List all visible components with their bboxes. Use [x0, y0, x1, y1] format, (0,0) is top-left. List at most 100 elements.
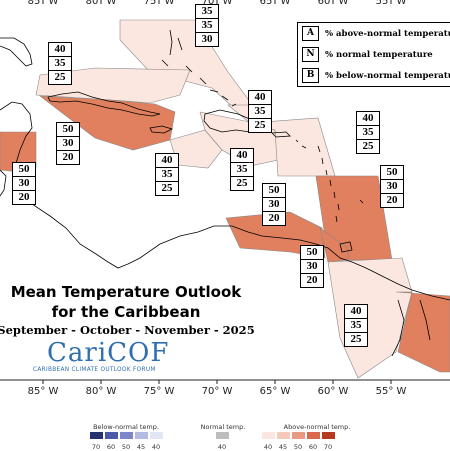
scale-tick-below-1: 60 — [106, 443, 116, 451]
legend-row-below: B % below-normal temperature — [298, 65, 450, 86]
lon-label-75w: 75° W — [143, 0, 175, 7]
scale-swatch-below-4 — [150, 432, 163, 439]
lon-label-80w: 80° W — [85, 0, 117, 7]
scale-tick-normal-0: 40 — [217, 443, 227, 451]
value-above: 40 — [231, 149, 253, 163]
value-above: 40 — [357, 112, 379, 126]
lon-label-65w-bottom: 65° W — [259, 386, 291, 397]
value-normal: 30 — [13, 177, 35, 191]
legend-row-normal: N % normal temperature — [298, 44, 450, 65]
value-normal: 35 — [249, 105, 271, 119]
scale-tick-below-0: 70 — [91, 443, 101, 451]
legend-key-a: A — [302, 26, 319, 41]
forecast-box-belize: 50 30 20 — [12, 162, 36, 205]
value-below: 25 — [254, 119, 266, 131]
map-title-line1: Mean Temperature Outlook — [10, 283, 242, 301]
scale-swatch-above-2 — [292, 432, 305, 439]
lon-label-75w-bottom: 75° W — [143, 386, 175, 397]
value-above: 35 — [196, 5, 218, 19]
forecast-box-bahamas-east: 35 35 30 — [195, 4, 219, 47]
scale-swatch-below-1 — [105, 432, 118, 439]
value-below: 20 — [386, 194, 398, 206]
lon-label-85w: 85° W — [27, 0, 59, 7]
value-above: 50 — [263, 184, 285, 198]
scale-swatch-above-0 — [262, 432, 275, 439]
value-below: 20 — [62, 151, 74, 163]
scale-tick-below-4: 40 — [151, 443, 161, 451]
value-below: 25 — [350, 333, 362, 345]
value-above: 50 — [13, 163, 35, 177]
value-normal: 35 — [49, 57, 71, 71]
lon-label-60w-bottom: 60° W — [317, 386, 349, 397]
scale-tick-below-2: 50 — [121, 443, 131, 451]
scale-swatch-above-4 — [322, 432, 335, 439]
caricof-logo-subtitle: CARIBBEAN CLIMATE OUTLOOK FORUM — [33, 367, 156, 373]
zone-trinidad — [319, 227, 349, 263]
lon-label-85w-bottom: 85° W — [27, 386, 59, 397]
scale-label-normal: Normal temp. — [200, 423, 246, 431]
zone-suriname — [395, 291, 450, 373]
forecast-box-bahamas-west: 40 35 25 — [48, 42, 72, 85]
scale-tick-above-3: 60 — [308, 443, 318, 451]
value-below: 25 — [236, 177, 248, 189]
legend-key-b: B — [302, 68, 319, 83]
value-normal: 30 — [57, 137, 79, 151]
scale-tick-below-3: 45 — [136, 443, 146, 451]
forecast-box-trinidad: 50 30 20 — [300, 245, 324, 288]
lon-label-70w: 70° W — [202, 0, 233, 7]
forecast-box-abc-islands: 50 30 20 — [262, 183, 286, 226]
value-above: 50 — [57, 123, 79, 137]
forecast-box-jamaica: 40 35 25 — [155, 153, 179, 196]
forecast-box-cuba: 50 30 20 — [56, 122, 80, 165]
lon-label-55w: 55° W — [375, 0, 407, 7]
top-ticks — [42, 0, 392, 4]
scale-swatch-below-0 — [90, 432, 103, 439]
caricof-logo: CariCOF — [47, 338, 170, 368]
scale-swatch-normal — [216, 432, 229, 439]
value-below: 20 — [18, 191, 30, 203]
value-above: 40 — [156, 154, 178, 168]
probability-legend: A % above-normal temperature N % normal … — [297, 22, 450, 87]
bottom-ticks — [42, 380, 392, 384]
value-below: 25 — [161, 182, 173, 194]
legend-text-normal: % normal temperature — [325, 49, 433, 60]
value-below: 20 — [306, 274, 318, 286]
legend-text-above: % above-normal temperature — [325, 28, 450, 39]
value-below: 25 — [54, 71, 66, 83]
lon-label-80w-bottom: 80° W — [85, 386, 117, 397]
forecast-box-hispaniola: 40 35 25 — [230, 148, 254, 191]
scale-tick-above-0: 40 — [263, 443, 273, 451]
lon-label-55w-bottom: 55° W — [375, 386, 407, 397]
value-normal: 35 — [345, 319, 367, 333]
forecast-box-windward-islands: 50 30 20 — [380, 165, 404, 208]
forecast-box-leeward-islands: 40 35 25 — [356, 111, 380, 154]
forecast-box-guyana: 40 35 25 — [344, 304, 368, 347]
scale-swatch-below-3 — [135, 432, 148, 439]
legend-key-n: N — [302, 47, 319, 62]
lon-label-70w-bottom: 70° W — [201, 386, 233, 397]
lon-label-60w: 60° W — [317, 0, 349, 7]
scale-swatch-above-1 — [277, 432, 290, 439]
scale-tick-above-2: 50 — [293, 443, 303, 451]
scale-label-below: Below-normal temp. — [93, 423, 159, 431]
value-above: 40 — [345, 305, 367, 319]
scale-swatch-below-2 — [120, 432, 133, 439]
value-normal: 35 — [156, 168, 178, 182]
map-subtitle: September - October - November - 2025 — [0, 323, 255, 337]
forecast-box-turks-caicos: 40 35 25 — [248, 90, 272, 133]
value-above: 50 — [301, 246, 323, 260]
scale-tick-above-1: 45 — [278, 443, 288, 451]
zone-guyana — [327, 257, 413, 379]
value-below: 25 — [362, 140, 374, 152]
value-above: 50 — [381, 166, 403, 180]
map-title-line2: for the Caribbean — [51, 303, 201, 321]
value-above: 40 — [49, 43, 71, 57]
scale-label-above: Above-normal temp. — [283, 423, 351, 431]
value-normal: 35 — [196, 19, 218, 33]
scale-swatch-above-3 — [307, 432, 320, 439]
value-normal: 35 — [231, 163, 253, 177]
lon-label-65w: 65° W — [259, 0, 291, 7]
value-normal: 30 — [263, 198, 285, 212]
value-normal: 30 — [381, 180, 403, 194]
scale-tick-above-4: 70 — [323, 443, 333, 451]
